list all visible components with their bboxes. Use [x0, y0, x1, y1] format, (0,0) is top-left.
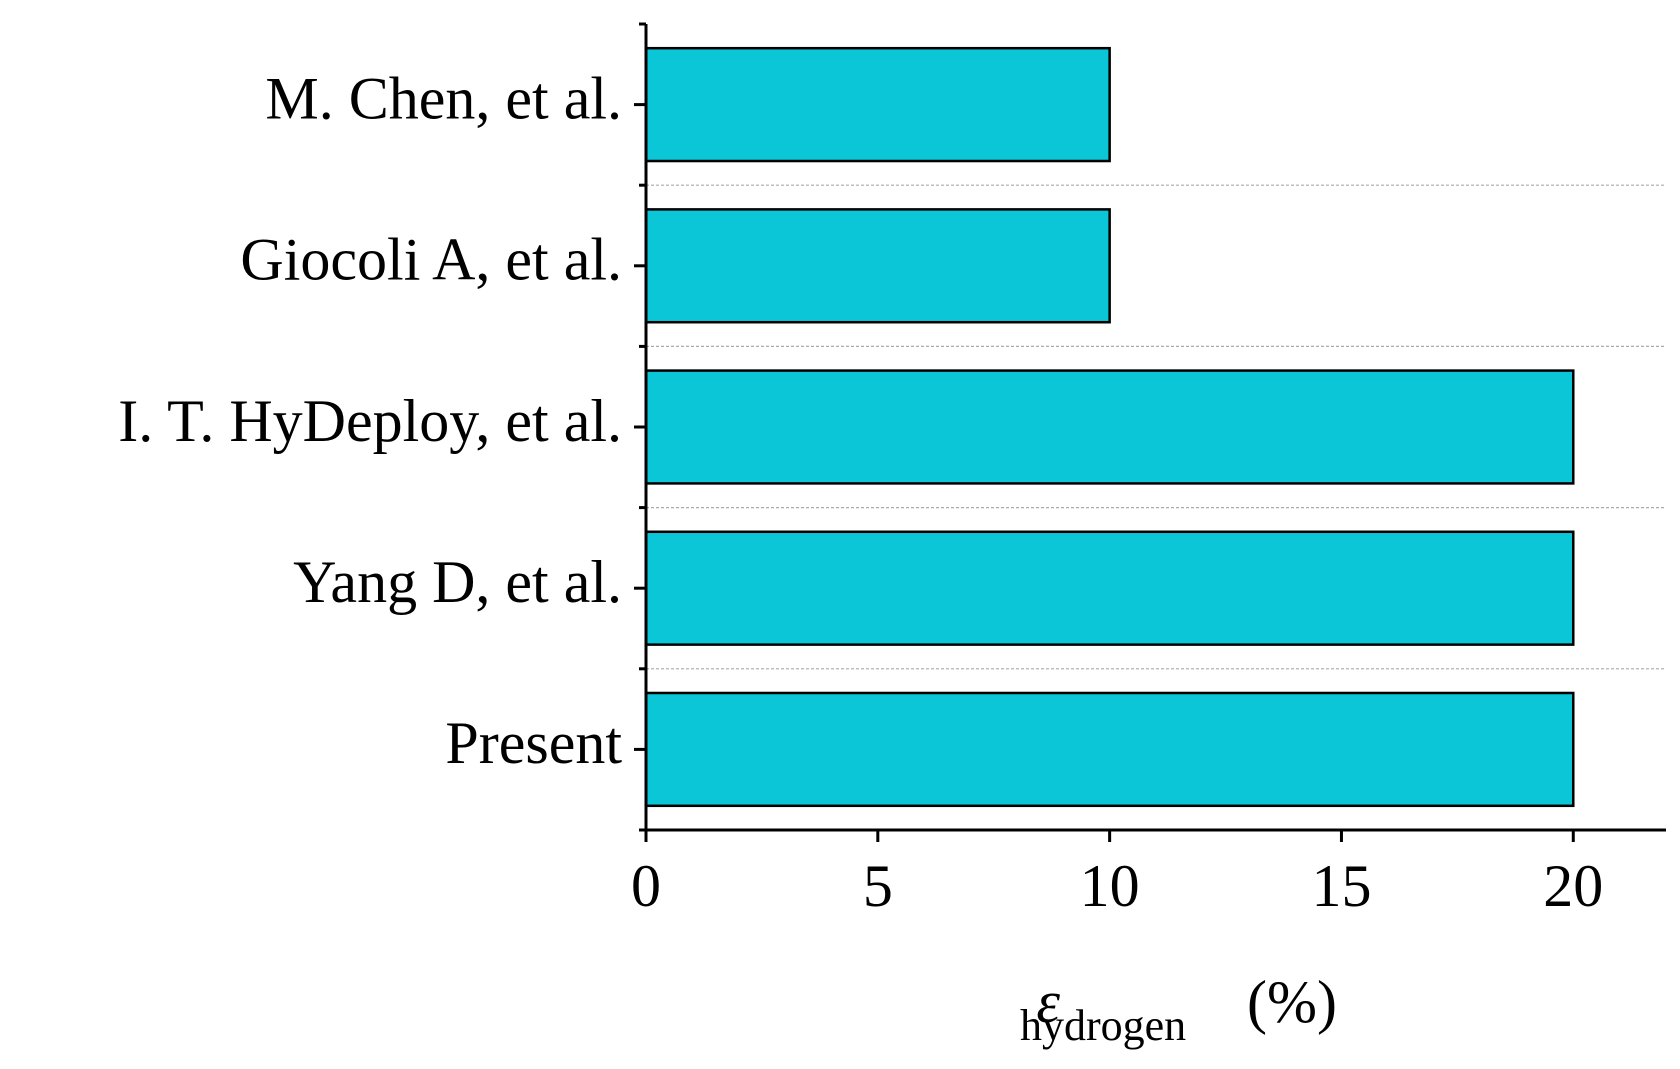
x-axis-label-symbol: ε	[1036, 969, 1060, 1035]
bar	[644, 208, 1111, 324]
x-axis-label-unit: (%)	[1247, 969, 1337, 1035]
bar	[644, 691, 1575, 808]
bar	[644, 46, 1111, 163]
bar	[644, 369, 1575, 485]
x-tick-label: 0	[631, 853, 661, 919]
x-axis-label-subscript: hydrogen	[1020, 1001, 1186, 1050]
y-tick-label: Present	[445, 710, 622, 776]
y-tick-label: M. Chen, et al.	[265, 65, 622, 131]
y-tick-label: Yang D, et al.	[293, 549, 622, 615]
x-tick-label: 10	[1080, 853, 1140, 919]
y-tick-label: Giocoli A, et al.	[240, 227, 622, 293]
x-tick-label: 20	[1543, 853, 1603, 919]
y-tick-label: I. T. HyDeploy, et al.	[118, 388, 622, 454]
x-tick-label: 5	[863, 853, 893, 919]
bar	[644, 530, 1575, 646]
x-tick-label: 15	[1311, 853, 1371, 919]
